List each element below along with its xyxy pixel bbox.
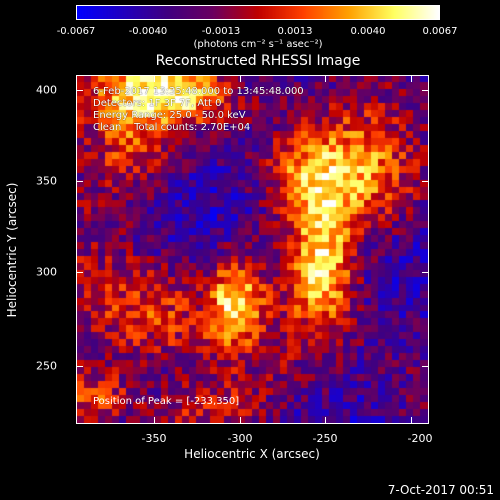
colorbar-tick-label: -0.0040 (128, 26, 168, 37)
plot-frame (76, 75, 429, 424)
y-tick (422, 90, 428, 91)
colorbar-tick-label: 0.0040 (350, 26, 386, 37)
time-range-text: 6-Feb-2017 13:35:48.000 to 13:45:48.000 (93, 86, 304, 97)
peak-position-text: Position of Peak = [-233,350] (93, 396, 240, 407)
y-tick-label: 250 (36, 359, 57, 373)
y-tick (422, 366, 428, 367)
detectors-text: Detectors: 1F 3F 7F, Att 0 (93, 98, 222, 109)
colorbar-tick-label: -0.0013 (201, 26, 241, 37)
x-tick (240, 417, 241, 423)
x-tick-label: -200 (407, 432, 433, 445)
y-tick-label: 350 (36, 174, 57, 188)
y-tick-label: 300 (36, 265, 57, 279)
y-tick (77, 272, 83, 273)
x-tick (154, 417, 155, 423)
y-tick (422, 181, 428, 182)
colorbar-units: (photons cm⁻² s⁻¹ asec⁻²) (193, 39, 323, 50)
x-tick (240, 76, 241, 82)
timestamp: 7-Oct-2017 00:51 (387, 483, 494, 497)
x-tick-label: -350 (141, 432, 167, 445)
colorbar-tick-label: 0.0067 (422, 26, 458, 37)
rhessi-image (77, 76, 428, 423)
plot-title: Reconstructed RHESSI Image (155, 53, 361, 69)
y-tick (422, 272, 428, 273)
y-tick-label: 400 (36, 83, 57, 97)
energy-range-text: Energy Range: 25.0 - 50.0 keV (93, 110, 246, 121)
x-tick (411, 76, 412, 82)
x-tick (325, 76, 326, 82)
y-tick (77, 181, 83, 182)
x-tick (154, 76, 155, 82)
clean-counts-text: Clean Total counts: 2.70E+04 (93, 122, 251, 133)
x-tick-label: -250 (312, 432, 338, 445)
y-axis-label: Heliocentric Y (arcsec) (5, 182, 19, 318)
x-tick (325, 417, 326, 423)
y-tick (77, 366, 83, 367)
x-tick (411, 417, 412, 423)
colorbar-tick-label: -0.0067 (56, 26, 96, 37)
x-axis-label: Heliocentric X (arcsec) (184, 447, 320, 461)
y-tick (77, 90, 83, 91)
colorbar (76, 5, 440, 20)
x-tick-label: -300 (227, 432, 253, 445)
colorbar-tick-label: 0.0013 (277, 26, 313, 37)
